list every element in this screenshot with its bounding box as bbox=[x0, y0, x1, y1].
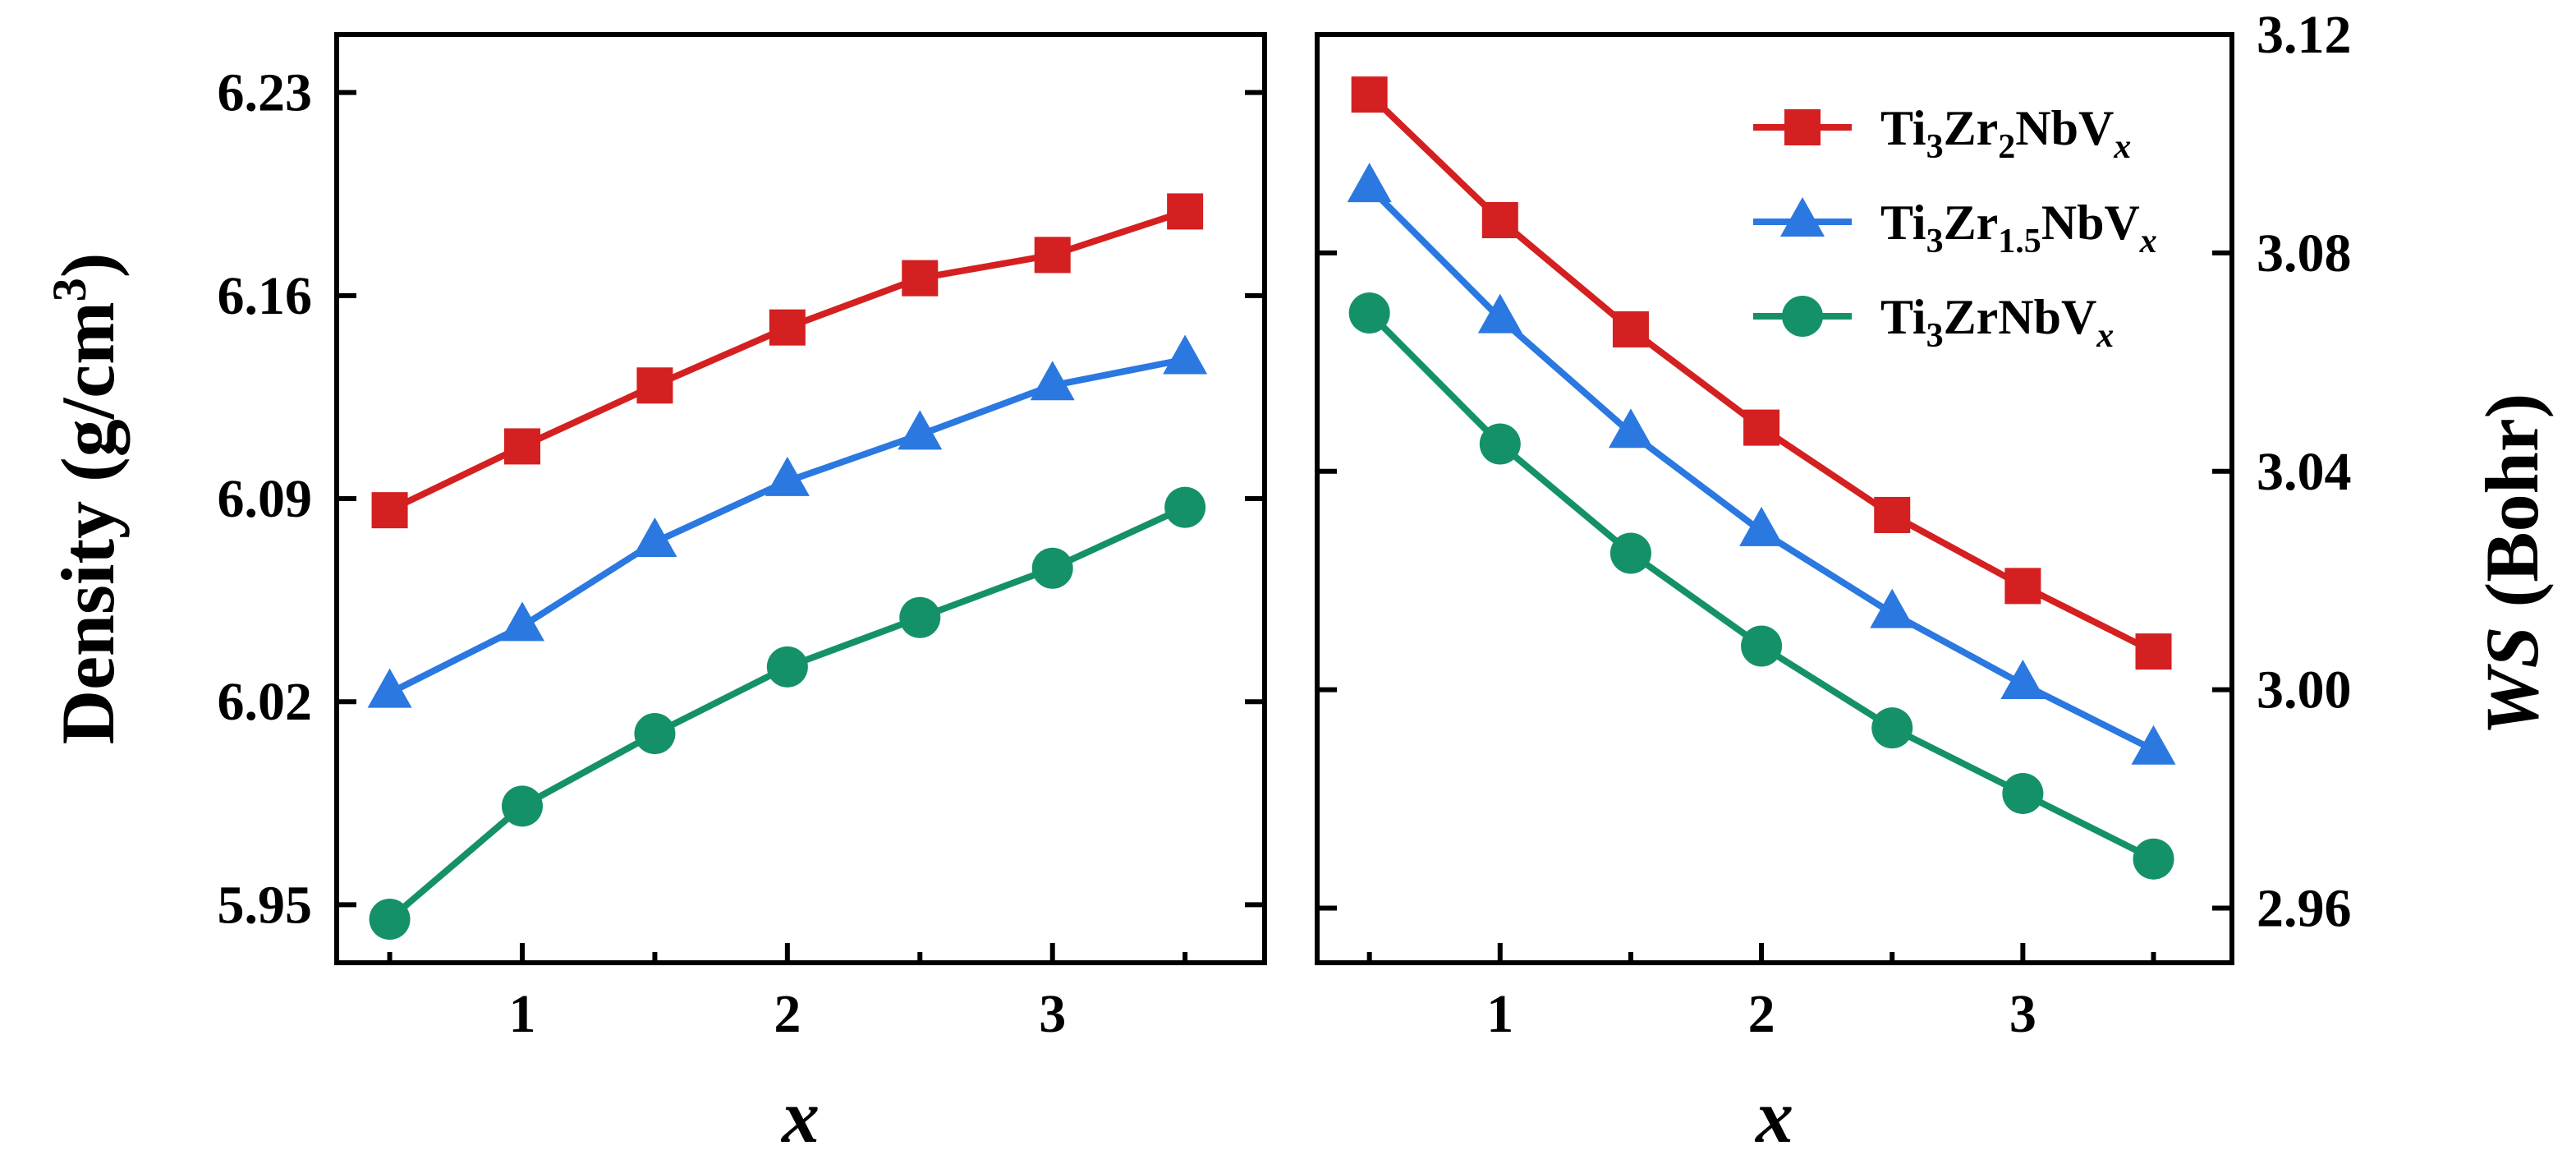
data-point-triangle bbox=[1030, 361, 1075, 401]
x-tick-label: 2 bbox=[1748, 984, 1775, 1044]
legend-label-part: Ti bbox=[1880, 101, 1926, 155]
y-axis-title-close: ) bbox=[46, 253, 130, 278]
x-axis-title: x bbox=[1754, 1074, 1793, 1158]
x-tick-label: 3 bbox=[2009, 984, 2036, 1044]
data-point-square bbox=[1874, 496, 1911, 533]
legend-label-part: NbV bbox=[1998, 290, 2096, 344]
legend-label-sub: 3 bbox=[1926, 223, 1944, 260]
legend-label-sub: 2 bbox=[1998, 128, 2015, 166]
data-point-circle bbox=[1479, 423, 1521, 465]
data-point-triangle bbox=[1163, 334, 1208, 375]
y-axis-title-superscript: 3 bbox=[43, 278, 96, 301]
legend-label-sub: x bbox=[2139, 223, 2157, 260]
data-point-square bbox=[1034, 237, 1071, 274]
legend-label-part: Zr bbox=[1944, 101, 1999, 155]
density-panel: 1 2 3 5.95 6.02 6.09 6.16 6.23 bbox=[218, 32, 1267, 1044]
legend-label: Ti3Zr1.5NbVx bbox=[1880, 196, 2157, 260]
y-axis-title-main: Density (g/cm bbox=[46, 301, 130, 744]
data-point-square bbox=[636, 367, 673, 404]
data-point-triangle bbox=[2131, 725, 2176, 765]
legend-label-sub: 1.5 bbox=[1998, 223, 2041, 260]
data-point-square bbox=[371, 492, 408, 529]
y-axis-title-ws-unit: (Bohr) bbox=[2470, 393, 2554, 627]
y-tick-label: 6.09 bbox=[218, 469, 313, 529]
data-point-triangle bbox=[2000, 660, 2046, 699]
data-point-triangle bbox=[898, 410, 943, 450]
legend-label-part: Zr bbox=[1944, 196, 1999, 250]
y-tick-label: 3.12 bbox=[2257, 5, 2352, 65]
data-point-circle bbox=[1031, 547, 1073, 589]
legend-label: Ti3Zr2NbVx bbox=[1880, 101, 2131, 166]
data-point-triangle bbox=[500, 601, 544, 642]
y-tick-label: 2.96 bbox=[2257, 879, 2352, 939]
data-point-circle bbox=[502, 785, 543, 827]
data-point-triangle bbox=[367, 668, 412, 708]
data-point-square bbox=[2135, 633, 2172, 670]
data-point-square bbox=[1612, 311, 1649, 347]
y-axis-title-ws-italic: WS bbox=[2470, 626, 2554, 735]
y-axis-title-ws: WS (Bohr) bbox=[2470, 393, 2554, 736]
x-tick-label: 3 bbox=[1039, 984, 1066, 1044]
data-point-square bbox=[1743, 409, 1780, 446]
x-axis-title: x bbox=[780, 1074, 820, 1158]
data-point-circle bbox=[634, 713, 676, 755]
y-tick-label: 5.95 bbox=[218, 875, 313, 935]
data-point-circle bbox=[2133, 838, 2174, 880]
data-point-triangle bbox=[1870, 588, 1915, 628]
data-point-triangle bbox=[1739, 506, 1784, 546]
data-point-circle bbox=[1164, 486, 1206, 528]
data-point-square bbox=[902, 260, 939, 297]
legend-label-part: Ti bbox=[1880, 196, 1926, 250]
legend-marker-triangle bbox=[1780, 197, 1825, 237]
data-point-circle bbox=[899, 596, 941, 638]
legend-label-sub: 3 bbox=[1926, 317, 1944, 355]
y-tick-label: 6.16 bbox=[218, 266, 313, 326]
data-point-square bbox=[769, 309, 806, 346]
plot-frame bbox=[334, 32, 1267, 965]
data-point-square bbox=[2004, 568, 2041, 605]
data-point-triangle bbox=[1347, 163, 1392, 203]
data-point-circle bbox=[1871, 707, 1913, 749]
data-point-circle bbox=[766, 646, 808, 688]
legend-marker-square bbox=[1784, 109, 1821, 145]
data-point-square bbox=[1351, 76, 1388, 113]
legend-marker-circle bbox=[1782, 296, 1823, 337]
y-tick-label: 6.02 bbox=[218, 672, 313, 732]
data-point-square bbox=[1481, 202, 1518, 238]
legend-label-part: NbV bbox=[2015, 101, 2114, 155]
y-tick-label: 3.00 bbox=[2257, 660, 2352, 720]
data-point-circle bbox=[1609, 532, 1651, 574]
y-tick-label: 3.04 bbox=[2257, 442, 2352, 502]
x-tick-label: 2 bbox=[774, 984, 801, 1044]
data-point-square bbox=[504, 428, 540, 465]
legend-label: Ti3ZrNbVx bbox=[1880, 290, 2114, 355]
series-line-1 bbox=[388, 356, 1186, 697]
data-point-triangle bbox=[765, 456, 810, 496]
x-tick-label: 1 bbox=[509, 984, 536, 1044]
data-point-circle bbox=[1348, 292, 1390, 334]
data-point-circle bbox=[2002, 772, 2044, 814]
y-axis-title-density: Density (g/cm3) bbox=[43, 253, 130, 745]
legend-label-sub: 3 bbox=[1926, 128, 1944, 166]
legend-label-part: Zr bbox=[1944, 290, 1999, 344]
plot-frame bbox=[1315, 32, 2234, 965]
data-point-triangle bbox=[1477, 293, 1522, 334]
data-point-triangle bbox=[1608, 408, 1653, 449]
y-tick-label: 3.08 bbox=[2257, 223, 2352, 283]
data-point-square bbox=[1167, 193, 1204, 230]
data-point-triangle bbox=[632, 517, 677, 557]
y-tick-label: 6.23 bbox=[218, 63, 313, 123]
ws-panel: 1 2 3 2.96 3.00 3.04 3.08 3.12 bbox=[1315, 5, 2352, 1044]
legend-label-part: NbV bbox=[2041, 196, 2140, 250]
legend-label-sub: x bbox=[2096, 317, 2114, 355]
legend-label-sub: x bbox=[2113, 128, 2131, 166]
data-point-circle bbox=[1741, 625, 1783, 667]
x-tick-label: 1 bbox=[1486, 984, 1513, 1044]
data-point-circle bbox=[369, 899, 411, 941]
legend-label-part: Ti bbox=[1880, 290, 1926, 344]
